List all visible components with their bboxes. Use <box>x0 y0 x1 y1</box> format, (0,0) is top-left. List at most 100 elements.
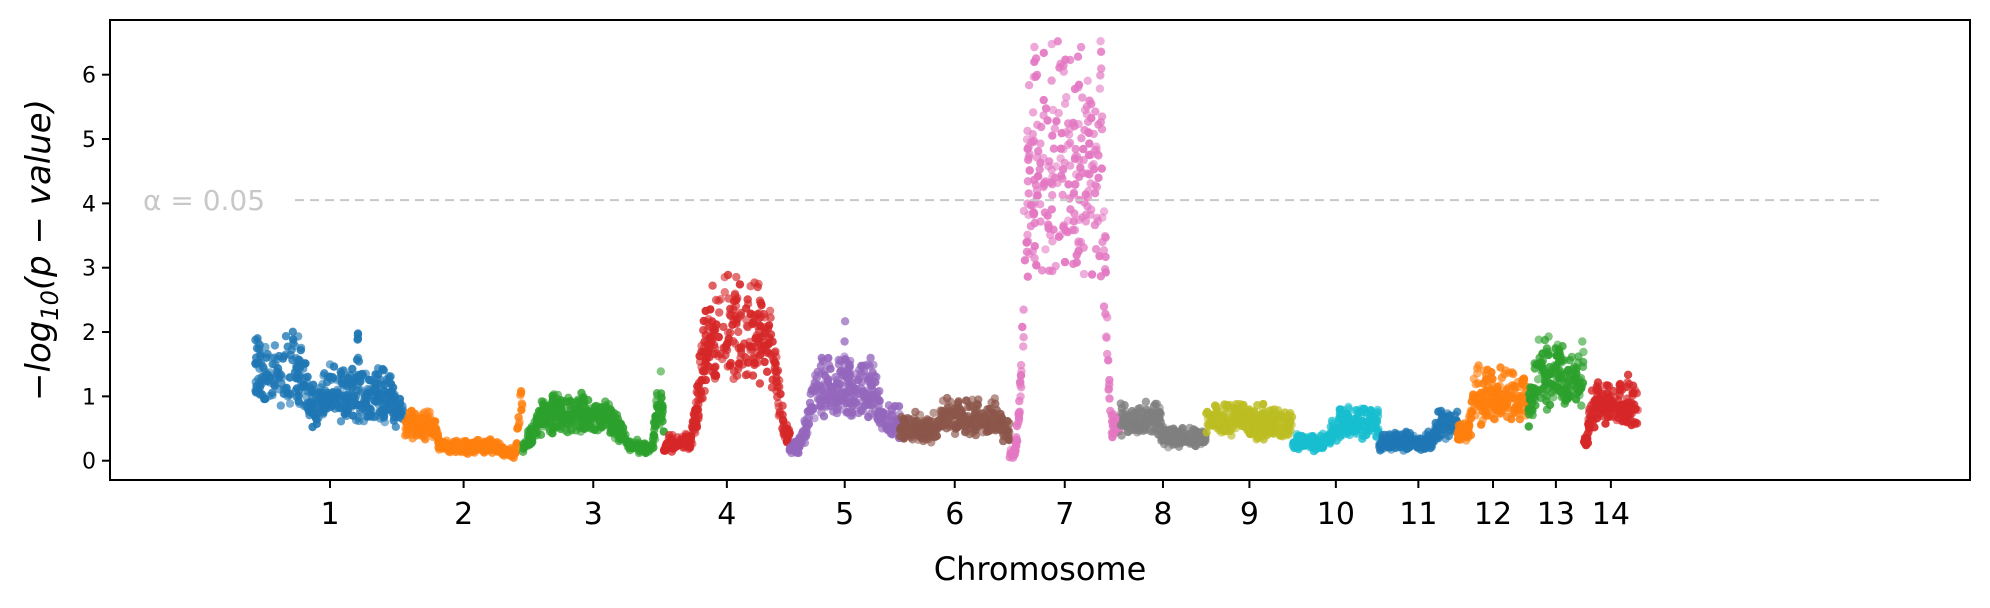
data-point <box>1029 72 1039 82</box>
data-point <box>618 423 628 432</box>
data-point <box>748 318 758 327</box>
data-point <box>1294 431 1303 440</box>
data-point <box>1542 391 1552 400</box>
data-point <box>1252 423 1261 432</box>
data-point <box>1030 218 1040 228</box>
data-point <box>257 379 266 388</box>
data-point <box>1016 392 1025 401</box>
data-point <box>696 386 705 395</box>
data-point <box>379 366 388 375</box>
data-point <box>353 334 363 343</box>
data-point <box>294 355 304 365</box>
data-point <box>1030 254 1039 263</box>
data-point <box>911 407 920 417</box>
data-point <box>1023 230 1032 239</box>
data-point <box>1029 210 1038 219</box>
data-point <box>1104 356 1113 365</box>
data-point <box>361 399 371 408</box>
data-point <box>1014 413 1024 423</box>
data-point <box>586 423 596 432</box>
data-point <box>1074 239 1083 248</box>
data-point <box>728 320 737 329</box>
data-point <box>1081 210 1091 219</box>
data-point <box>261 394 270 404</box>
data-point <box>943 407 952 416</box>
data-point <box>1020 256 1030 265</box>
data-point <box>766 313 775 322</box>
x-tick-label: 4 <box>717 497 736 532</box>
y-tick-label: 2 <box>82 321 96 346</box>
data-point <box>251 360 261 369</box>
data-point <box>817 408 826 417</box>
data-point <box>1495 381 1504 390</box>
data-point <box>1181 435 1190 445</box>
data-point <box>1545 369 1554 378</box>
data-point <box>1557 392 1567 402</box>
data-point <box>1083 76 1092 86</box>
data-point <box>653 391 662 400</box>
x-tick-label: 6 <box>945 497 964 532</box>
data-point <box>971 406 980 416</box>
data-point <box>1455 435 1465 445</box>
data-point <box>1467 406 1476 415</box>
data-point <box>701 355 710 364</box>
data-point <box>798 428 807 437</box>
data-point <box>1105 375 1114 385</box>
data-point <box>1081 217 1091 226</box>
data-point <box>556 424 565 434</box>
data-point <box>1423 431 1432 440</box>
chromosome-13-points <box>1524 332 1588 431</box>
data-point <box>1623 370 1633 379</box>
data-point <box>887 426 896 435</box>
data-point <box>1070 180 1080 189</box>
data-point <box>1023 177 1033 186</box>
data-point <box>555 405 565 414</box>
data-point <box>509 453 518 462</box>
data-point <box>1632 389 1642 398</box>
data-point <box>1454 427 1463 436</box>
data-point <box>987 398 996 407</box>
data-point <box>1608 405 1618 414</box>
data-point <box>1441 434 1450 443</box>
data-point <box>1064 216 1073 225</box>
data-point <box>384 377 393 386</box>
data-point <box>751 334 760 343</box>
data-point <box>1094 173 1103 182</box>
data-point <box>1343 409 1352 419</box>
data-point <box>1085 170 1094 179</box>
data-point <box>859 406 868 416</box>
data-point <box>636 442 645 451</box>
data-point <box>1593 384 1603 393</box>
data-point <box>1461 422 1471 431</box>
data-point <box>1092 142 1101 151</box>
data-point <box>765 306 775 315</box>
data-point <box>1524 422 1534 431</box>
data-point <box>452 439 461 449</box>
data-point <box>1344 421 1354 430</box>
data-point <box>832 397 841 407</box>
data-point <box>1034 172 1043 181</box>
data-point <box>1583 438 1593 448</box>
data-point <box>616 433 625 442</box>
data-point <box>292 392 301 401</box>
data-point <box>1071 144 1080 154</box>
data-point <box>958 414 968 423</box>
data-point <box>767 383 777 392</box>
data-point <box>811 371 820 380</box>
data-point <box>506 444 515 453</box>
data-point <box>1496 409 1505 418</box>
data-point <box>1050 124 1060 133</box>
data-point <box>1048 131 1057 140</box>
data-point <box>1037 122 1046 132</box>
data-point <box>515 417 524 427</box>
data-point <box>1016 371 1026 380</box>
data-point <box>517 405 526 415</box>
data-point <box>1039 183 1048 192</box>
data-point <box>831 373 840 382</box>
data-point <box>1515 401 1524 410</box>
data-point <box>380 407 390 416</box>
data-point <box>1087 270 1097 279</box>
data-point <box>1570 376 1580 385</box>
data-point <box>1117 431 1126 440</box>
data-point <box>1571 365 1581 375</box>
